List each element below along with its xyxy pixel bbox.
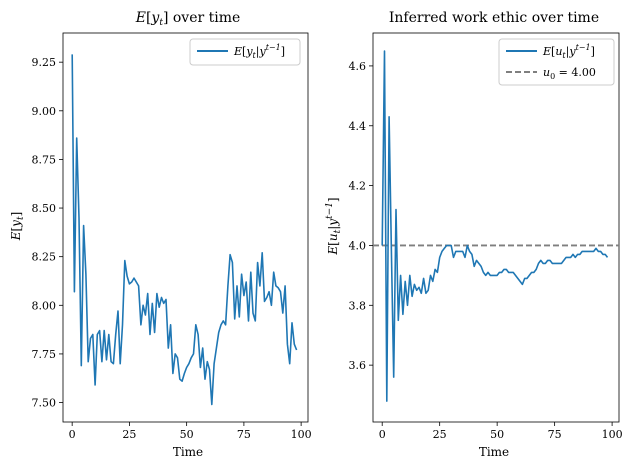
right-x-axis-label: Time: [479, 445, 509, 459]
right-x-tick-label: 75: [548, 428, 562, 441]
left-y-tick-label: 8.75: [32, 153, 57, 166]
left-x-tick-label: 75: [237, 428, 251, 441]
right-plot-area: 0 25 50 75 100 3.6 3.8 4.0 4.2 4.4 4.6: [349, 32, 623, 441]
left-x-tick-label: 0: [69, 428, 76, 441]
left-chart-title: E[yt] over time: [135, 10, 241, 28]
left-y-tick-label: 7.50: [32, 397, 57, 410]
left-legend-box: [189, 38, 301, 66]
left-legend: E[yt|yt−1]: [189, 38, 301, 66]
left-x-tick-label: 50: [180, 428, 194, 441]
left-y-tick-label: 7.75: [32, 348, 57, 361]
left-y-axis-label: E[yt]: [9, 212, 26, 242]
left-chart: E[yt] over time 0 25 50 75 100 7.50 7.75 8.00 8.…: [9, 10, 312, 459]
right-y-axis-label: E[ut|yt−1]: [325, 197, 343, 255]
right-axes-frame: [372, 32, 620, 423]
left-x-tick-label: 100: [291, 428, 312, 441]
right-chart-title: Inferred work ethic over time: [389, 10, 599, 26]
right-chart: Inferred work ethic over time 0 25 50 75 100…: [325, 10, 623, 459]
left-y-tick-label: 8.25: [32, 251, 57, 264]
right-legend: E[ut|yt−1] u0 = 4.00: [498, 38, 615, 86]
right-series-line: [381, 50, 609, 402]
right-x-tick-label: 50: [490, 428, 504, 441]
left-y-tick-label: 9.25: [32, 56, 57, 69]
left-plot-area: 0 25 50 75 100 7.50 7.75 8.00 8.25 8.50 8.75 9.00 9.…: [32, 32, 312, 441]
left-y-tick-label: 8.50: [32, 202, 57, 215]
right-x-tick-label: 25: [433, 428, 447, 441]
right-legend-label-baseline: u0 = 4.00: [543, 66, 596, 81]
right-legend-label-series: E[ut|yt−1]: [542, 43, 595, 60]
left-y-tick-label: 8.00: [32, 299, 57, 312]
left-legend-label: E[yt|yt−1]: [233, 43, 285, 60]
right-x-tick-label: 100: [602, 428, 623, 441]
right-y-tick-label: 3.6: [349, 359, 367, 372]
right-x-tick-label: 0: [379, 428, 386, 441]
right-y-tick-label: 4.6: [349, 60, 367, 73]
left-y-tick-label: 9.00: [32, 105, 57, 118]
left-series-line: [71, 54, 298, 406]
right-y-tick-label: 4.2: [349, 180, 367, 193]
left-axes-frame: [62, 32, 309, 423]
left-x-tick-label: 25: [122, 428, 136, 441]
left-x-axis-label: Time: [173, 445, 203, 459]
right-y-tick-label: 3.8: [349, 299, 367, 312]
right-y-tick-label: 4.0: [349, 239, 367, 252]
right-y-tick-label: 4.4: [349, 120, 367, 133]
